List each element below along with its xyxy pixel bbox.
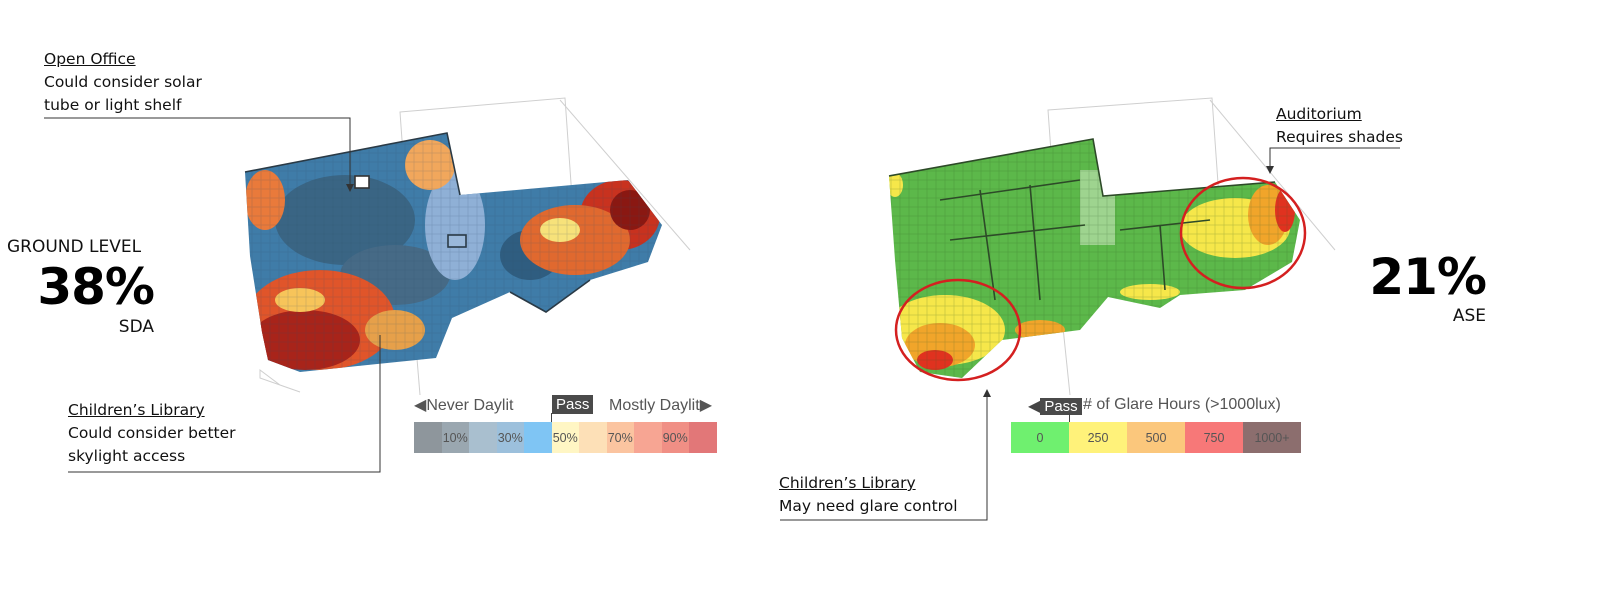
callout-line: Could consider better [68,424,236,442]
sda-heatmap [245,133,662,372]
sda-legend-cell: 10% [441,422,469,453]
callout-line: tube or light shelf [44,96,182,114]
childrens-library-sda-leader-line [68,335,381,473]
childrens-library-title: Children’s Library [68,401,205,419]
auditorium-title: Auditorium [1276,105,1362,123]
sda-legend-bar: 10% 30% 50% 70% 90% [414,422,717,453]
sda-percent: 38% [37,258,155,316]
ase-legend-cell: 250 [1069,422,1127,453]
sda-pass-tick [551,413,552,423]
sda-map-arrow-icon [346,184,354,192]
callout-line: Could consider solar [44,73,202,91]
callout-line: Requires shades [1276,128,1403,146]
ase-pass-tick [1069,413,1070,423]
ase-plan-walls [888,138,1276,301]
childrens-library-ase-callout: Children’s Library May need glare contro… [779,472,958,518]
callout-line: May need glare control [779,497,958,515]
auditorium-leader-line [1269,147,1400,170]
right-triangle-icon: ▶ [699,397,712,414]
sda-legend-cell: 90% [661,422,689,453]
open-office-leader-line [44,117,351,188]
sda-legend-cell: 50% [551,422,579,453]
left-triangle-icon: ◀ [1028,398,1041,415]
sda-plan-walls [244,132,591,313]
ase-legend-cell: 1000+ [1243,422,1301,453]
open-office-callout: Open Office Could consider solar tube or… [44,48,202,117]
sda-pass-tag: Pass [552,395,594,414]
ase-legend-bar: 0 250 500 750 1000+ [1011,422,1301,453]
sda-legend-cell [414,422,442,453]
childrens-library-highlight-circle [894,278,1022,382]
sda-legend-cell: 70% [606,422,634,453]
auditorium-arrow-icon [1266,166,1274,174]
glare-hours-title: # of Glare Hours (>1000lux) [1083,396,1281,413]
childrens-library-arrow-icon [983,389,991,397]
callout-line: skylight access [68,447,186,465]
sda-legend-cell [469,422,497,453]
mostly-daylit-label: Mostly Daylit▶ [609,397,712,414]
sda-legend-cell [689,422,717,453]
ground-level-label: GROUND LEVEL [7,237,142,257]
childrens-library-ase-leader-line [780,394,988,521]
left-triangle-icon: ◀ [414,397,427,414]
ase-heatmap [889,139,1300,378]
ase-legend-cell: 750 [1185,422,1243,453]
childrens-library-sda-callout: Children’s Library Could consider better… [68,399,236,468]
ase-pass-tag: ◀ Pass [1028,396,1082,416]
sda-legend-cell [524,422,552,453]
ase-legend-cell: 0 [1011,422,1069,453]
never-daylit-label: ◀Never Daylit [414,397,514,414]
ase-metric-label: ASE [1452,306,1486,326]
open-office-title: Open Office [44,50,136,68]
sda-legend-cell [634,422,662,453]
ase-percent: 21% [1369,248,1487,306]
auditorium-callout: Auditorium Requires shades [1276,103,1403,149]
ase-legend-cell: 500 [1127,422,1185,453]
auditorium-highlight-circle [1179,176,1307,290]
sda-metric-label: SDA [118,317,154,337]
sda-legend-cell [579,422,607,453]
sda-legend-cell: 30% [496,422,524,453]
childrens-library-title: Children’s Library [779,474,916,492]
